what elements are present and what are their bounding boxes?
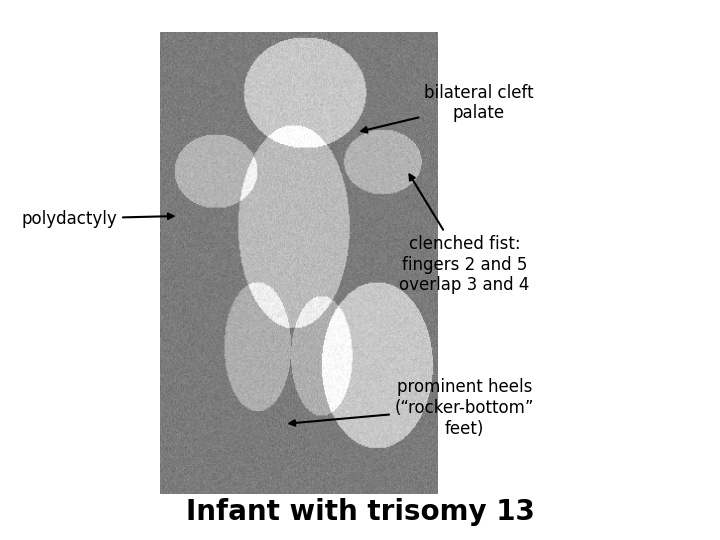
Text: clenched fist:
fingers 2 and 5
overlap 3 and 4: clenched fist: fingers 2 and 5 overlap 3… bbox=[399, 174, 530, 294]
Text: polydactyly: polydactyly bbox=[22, 210, 174, 228]
Text: Infant with trisomy 13: Infant with trisomy 13 bbox=[186, 498, 534, 526]
Text: bilateral cleft
palate: bilateral cleft palate bbox=[361, 84, 534, 132]
Text: prominent heels
(“rocker-bottom”
feet): prominent heels (“rocker-bottom” feet) bbox=[289, 378, 534, 437]
